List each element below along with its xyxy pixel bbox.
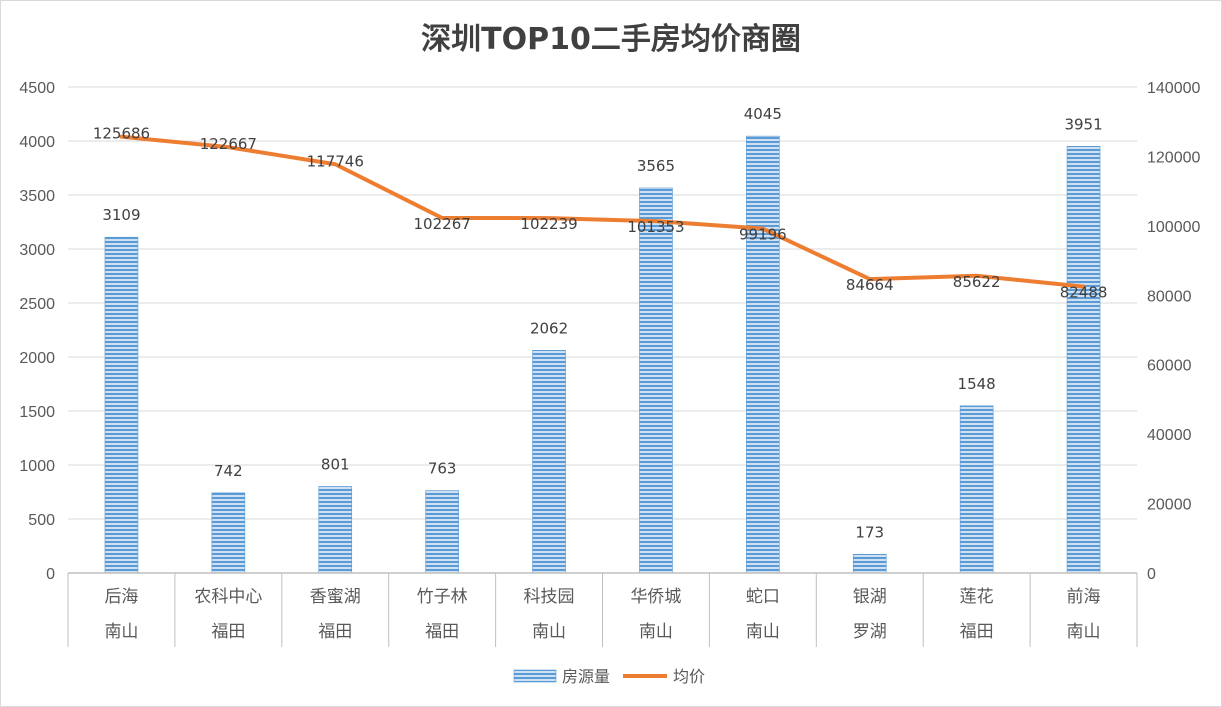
bar-农科中心 xyxy=(211,492,246,574)
legend: 房源量 均价 xyxy=(513,667,705,686)
line-value-label: 125686 xyxy=(93,125,150,143)
line-value-label: 102239 xyxy=(520,215,577,233)
bar-value-label: 3565 xyxy=(637,157,675,175)
bar-value-label: 2062 xyxy=(530,319,568,337)
legend-line-label: 均价 xyxy=(673,667,705,686)
y-left-tick-label: 3500 xyxy=(19,188,55,205)
y-left-tick-label: 3000 xyxy=(19,242,55,259)
y-right-tick-label: 60000 xyxy=(1147,358,1192,375)
legend-bar-label: 房源量 xyxy=(562,667,610,686)
y-right-tick-label: 120000 xyxy=(1147,149,1200,166)
axes: 0 500 1000 1500 2000 2500 3000 3500 4000 4500 0 200… xyxy=(19,80,1200,647)
bar-蛇口 xyxy=(746,135,780,574)
district-label: 南山 xyxy=(1067,622,1101,642)
bar-value-label: 763 xyxy=(428,460,457,478)
district-label: 福田 xyxy=(960,622,994,642)
bar-科技园 xyxy=(532,350,566,574)
district-label: 罗湖 xyxy=(853,622,887,642)
category-label: 竹子林 xyxy=(417,587,468,607)
y-right-tick-label: 20000 xyxy=(1147,497,1192,514)
district-label: 福田 xyxy=(211,622,245,642)
category-label: 蛇口 xyxy=(746,587,780,607)
chart-title: 深圳TOP10二手房均价商圈 xyxy=(421,22,801,57)
district-label: 南山 xyxy=(532,622,566,642)
y-left-tick-label: 2000 xyxy=(19,350,55,367)
y-left-tick-label: 4000 xyxy=(19,134,55,151)
bar-value-label: 173 xyxy=(855,523,884,541)
grid-lines xyxy=(68,86,1137,520)
bar-香蜜湖 xyxy=(318,486,353,574)
category-label: 前海 xyxy=(1067,587,1101,607)
bar-series xyxy=(104,135,1101,574)
line-value-label: 122667 xyxy=(200,135,257,153)
line-value-label: 84664 xyxy=(846,276,894,294)
bar-莲花 xyxy=(959,405,994,574)
line-value-label: 117746 xyxy=(307,152,364,170)
bar-华侨城 xyxy=(639,187,673,574)
district-label: 福田 xyxy=(318,622,352,642)
line-value-label: 99196 xyxy=(739,226,787,244)
bar-value-label: 1548 xyxy=(958,375,996,393)
bar-value-label: 801 xyxy=(321,455,350,473)
district-label: 南山 xyxy=(104,622,138,642)
y-left-tick-label: 1500 xyxy=(19,404,55,421)
bar-竹子林 xyxy=(425,490,459,574)
bar-value-label: 4045 xyxy=(744,105,782,123)
district-label: 南山 xyxy=(639,622,673,642)
district-label: 福田 xyxy=(425,622,459,642)
y-right-tick-label: 100000 xyxy=(1147,219,1200,236)
data-labels: 3109 742 801 763 2062 3565 4045 173 1548 3951 1256… xyxy=(93,105,1108,541)
y-left-tick-label: 0 xyxy=(46,566,55,583)
line-value-label: 85622 xyxy=(953,273,1001,291)
legend-bar-swatch xyxy=(513,669,557,683)
y-left-tick-label: 4500 xyxy=(19,80,55,97)
bar-银湖 xyxy=(852,554,887,574)
bar-前海 xyxy=(1066,145,1101,574)
bar-后海 xyxy=(104,236,139,574)
category-label: 华侨城 xyxy=(630,587,681,607)
line-value-label: 101353 xyxy=(627,218,684,236)
bar-value-label: 742 xyxy=(214,462,243,480)
y-left-tick-label: 2500 xyxy=(19,296,55,313)
category-label: 后海 xyxy=(104,587,138,607)
category-label: 香蜜湖 xyxy=(310,587,361,607)
bar-value-label: 3951 xyxy=(1064,115,1102,133)
bar-value-label: 3109 xyxy=(102,206,140,224)
avg-price-line xyxy=(119,134,1086,289)
category-label: 银湖 xyxy=(853,587,887,607)
y-right-tick-label: 40000 xyxy=(1147,427,1192,444)
y-right-tick-label: 0 xyxy=(1147,566,1156,583)
category-label: 科技园 xyxy=(524,587,575,607)
line-value-label: 82488 xyxy=(1060,284,1108,302)
line-value-label: 102267 xyxy=(414,215,471,233)
district-label: 南山 xyxy=(746,622,780,642)
y-left-tick-label: 1000 xyxy=(19,458,55,475)
line-series xyxy=(119,134,1086,289)
y-right-tick-label: 80000 xyxy=(1147,288,1192,305)
y-left-tick-label: 500 xyxy=(28,512,55,529)
category-label: 农科中心 xyxy=(194,587,262,607)
category-label: 莲花 xyxy=(960,587,994,607)
y-right-tick-label: 140000 xyxy=(1147,80,1200,97)
